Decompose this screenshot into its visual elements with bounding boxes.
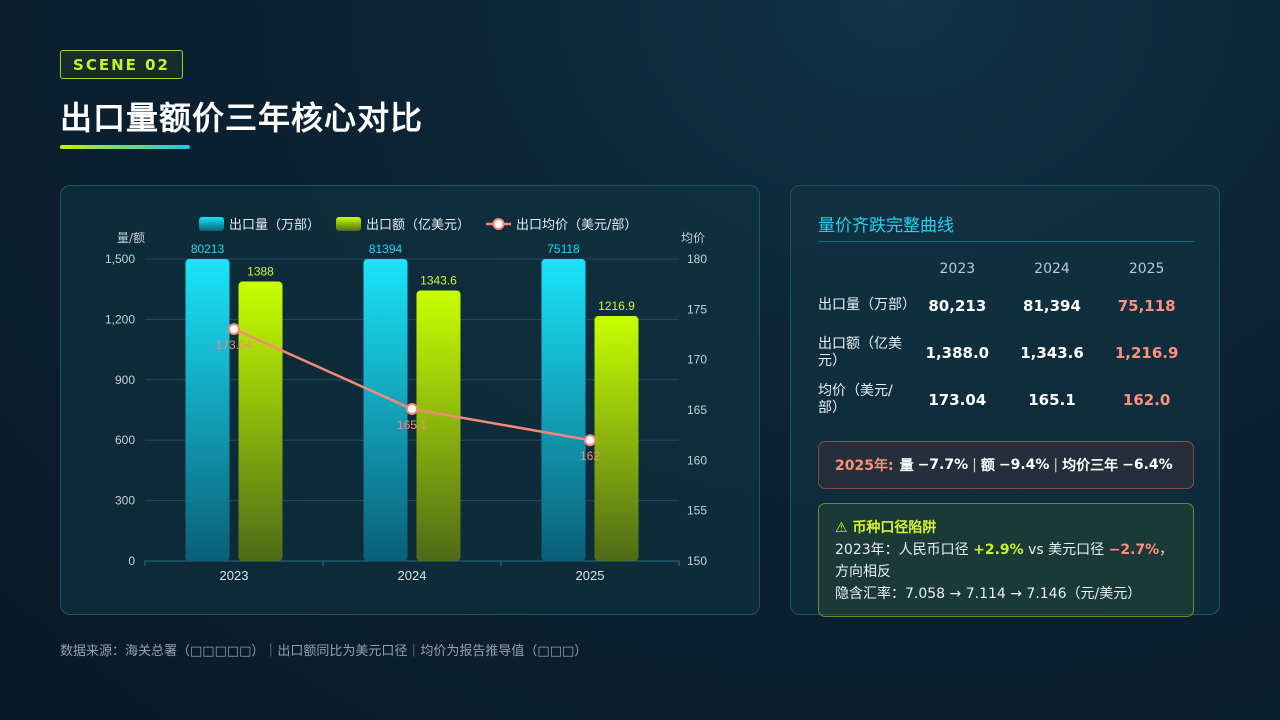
summary-price-label: 均价三年 [1062, 458, 1119, 474]
trap-line1-suffix: ，方向相反 [835, 542, 1174, 580]
y-left-tick-label: 300 [115, 494, 135, 508]
title-underline [60, 145, 190, 149]
summary-price-pct: −6.4% [1122, 457, 1173, 473]
summary-amt-label: 额 [980, 458, 995, 474]
table-row: 出口量（万部） 80,213 81,394 75,118 [818, 282, 1194, 329]
separator: | [1053, 457, 1059, 473]
table-cell: 1,343.6 [1020, 343, 1084, 362]
table-cell: 80,213 [928, 296, 987, 315]
panel-title: 量价齐跌完整曲线 [818, 216, 954, 236]
legend-label: 出口均价（美元/部） [516, 218, 637, 233]
table-cell: 1,388.0 [925, 343, 990, 362]
summary-callout: 2025年: 量 −7.7% | 额 −9.4% | 均价三年 −6.4% [818, 441, 1194, 489]
trap-title-row: ⚠ 币种口径陷阱 [835, 517, 1177, 539]
rmb-pct: +2.9% [973, 542, 1024, 558]
summary-vol-label: 量 [899, 458, 914, 474]
bar-data-label: 75118 [547, 242, 580, 256]
legend-label: 出口量（万部） [229, 218, 320, 233]
table-header-cell: 2023 [939, 261, 976, 277]
trap-title: 币种口径陷阱 [852, 520, 937, 536]
y-right-tick-label: 160 [687, 453, 707, 467]
y-right-tick-label: 155 [687, 504, 707, 518]
currency-trap-callout: ⚠ 币种口径陷阱 2023年：人民币口径 +2.9% vs 美元口径 −2.7%… [818, 503, 1194, 617]
table-header-cell: 2024 [1034, 261, 1070, 277]
trap-line1-prefix: 2023年：人民币口径 [835, 542, 969, 558]
table-cell: 75,118 [1117, 296, 1176, 315]
trap-line1-mid: vs 美元口径 [1028, 542, 1105, 558]
bar-value [416, 290, 461, 561]
bar-volume [185, 259, 230, 561]
summary-year: 2025年: [835, 458, 894, 474]
trap-line-1: 2023年：人民币口径 +2.9% vs 美元口径 −2.7%，方向相反 [835, 539, 1177, 583]
table-cell: 165.1 [1028, 390, 1076, 409]
y-right-tick-label: 175 [687, 302, 707, 316]
price-point [584, 434, 596, 447]
x-tick-label: 2025 [576, 568, 605, 583]
summary-amt-pct: −9.4% [998, 457, 1050, 473]
x-tick-label: 2024 [398, 568, 427, 583]
bar-data-label: 1388 [247, 265, 274, 279]
bar-data-label: 80213 [191, 242, 225, 256]
line-data-label: 165.1 [397, 418, 427, 432]
table-cell: 173.04 [928, 390, 987, 409]
row-label: 出口额（亿美元） [818, 335, 902, 369]
y-right-tick-label: 150 [687, 554, 707, 568]
y-right-tick-label: 170 [687, 353, 707, 367]
bar-volume [363, 259, 408, 561]
usd-pct: −2.7% [1108, 542, 1160, 558]
legend-swatch [199, 217, 224, 231]
legend-swatch [492, 218, 505, 230]
separator: | [972, 457, 977, 473]
line-data-label: 162 [580, 449, 600, 463]
scene-tag: SCENE 02 [60, 50, 183, 79]
row-label: 均价（美元/部） [818, 382, 893, 416]
footer-source: 数据来源：海关总署（□□□□□）｜出口额同比为美元口径｜均价为报告推导值（□□□… [60, 644, 588, 659]
legend-label: 出口额（亿美元） [366, 218, 470, 233]
bar-volume [541, 259, 586, 561]
y-right-axis-title: 均价 [681, 231, 705, 245]
combo-chart: 0 300 600 900 1,200 1,500 150 155 160 165 170 175 18… [105, 217, 707, 583]
table-cell: 162.0 [1122, 390, 1171, 409]
stats-table: 2023 2024 2025 出口量（万部） 80,213 81,394 75,… [818, 256, 1194, 423]
price-point [406, 402, 418, 415]
table-row: 均价（美元/部） 173.04 165.1 162.0 [818, 376, 1194, 423]
summary-panel: 量价齐跌完整曲线 2023 2024 2025 出口量（万部） 80,213 8… [790, 185, 1220, 617]
y-right-tick-label: 165 [687, 403, 707, 417]
y-left-tick-label: 0 [128, 554, 135, 568]
y-left-tick-label: 1,200 [105, 312, 135, 326]
table-header-cell [818, 256, 910, 282]
bar-data-label: 1216.9 [598, 299, 635, 313]
bar-value [238, 281, 283, 561]
bar-value [594, 315, 639, 561]
table-row: 出口额（亿美元） 1,388.0 1,343.6 1,216.9 [818, 329, 1194, 376]
table-header-cell: 2025 [1128, 261, 1165, 277]
y-left-tick-label: 900 [115, 373, 135, 387]
y-right-tick-label: 180 [687, 252, 707, 266]
bar-data-label: 81394 [369, 242, 403, 256]
y-left-axis-title: 量/额 [117, 231, 145, 245]
table-cell: 81,394 [1023, 296, 1081, 315]
price-point [228, 323, 240, 336]
trap-line-2: 隐含汇率：7.058 → 7.114 → 7.146（元/美元） [835, 586, 1142, 602]
page-title: 出口量额价三年核心对比 [60, 99, 424, 137]
x-tick-label: 2023 [220, 568, 249, 583]
y-left-tick-label: 600 [115, 433, 135, 447]
bar-data-label: 1343.6 [420, 273, 457, 287]
panel-divider [818, 241, 1194, 242]
table-header-row: 2023 2024 2025 [818, 256, 1194, 282]
legend-swatch [336, 217, 362, 231]
row-label: 出口量（万部） [818, 297, 916, 313]
y-left-tick-label: 1,500 [105, 252, 135, 266]
warning-icon: ⚠ [835, 520, 848, 536]
line-data-label: 173.04 [216, 338, 253, 352]
table-cell: 1,216.9 [1114, 343, 1179, 362]
chart-card: 0 300 600 900 1,200 1,500 150 155 160 165 170 175 18… [60, 185, 760, 615]
summary-vol-pct: −7.7% [917, 457, 969, 473]
